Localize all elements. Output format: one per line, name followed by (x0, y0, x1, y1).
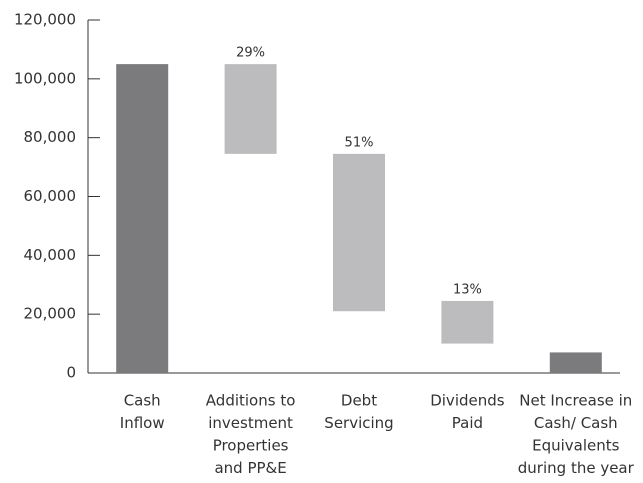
bar (441, 300, 494, 344)
x-tick-label: Dividends (430, 392, 505, 410)
bar-label: 51% (345, 135, 374, 150)
x-tick-label: investment (208, 414, 293, 432)
bar (116, 64, 169, 373)
x-tick-label: Equivalents (532, 437, 620, 455)
y-tick-label: 40,000 (24, 246, 77, 264)
bar (333, 153, 385, 312)
x-tick-label: Cash (124, 392, 161, 410)
y-tick-label: 120,000 (14, 11, 76, 29)
x-tick-label: Servicing (324, 414, 393, 432)
x-tick-label: Debt (341, 392, 377, 410)
y-tick-label: 80,000 (24, 128, 77, 146)
y-tick-label: 20,000 (24, 305, 77, 323)
x-tick-label: Inflow (120, 414, 165, 432)
x-tick-label: Net Increase in (519, 392, 632, 410)
x-tick-label: Cash/ Cash (534, 414, 618, 432)
x-tick-label: and PP&E (214, 459, 286, 477)
bar (224, 64, 277, 154)
bar-label: 29% (236, 46, 265, 61)
x-tick-label: Paid (452, 414, 483, 432)
x-tick-label: Properties (213, 437, 289, 455)
y-tick-label: 60,000 (24, 187, 77, 205)
x-tick-label: during the year (518, 459, 635, 477)
y-tick-label: 100,000 (14, 69, 76, 87)
bar-label: 13% (453, 282, 482, 297)
x-tick-label: Additions to (206, 392, 296, 410)
bar (549, 352, 602, 373)
y-tick-label: 0 (66, 364, 76, 382)
